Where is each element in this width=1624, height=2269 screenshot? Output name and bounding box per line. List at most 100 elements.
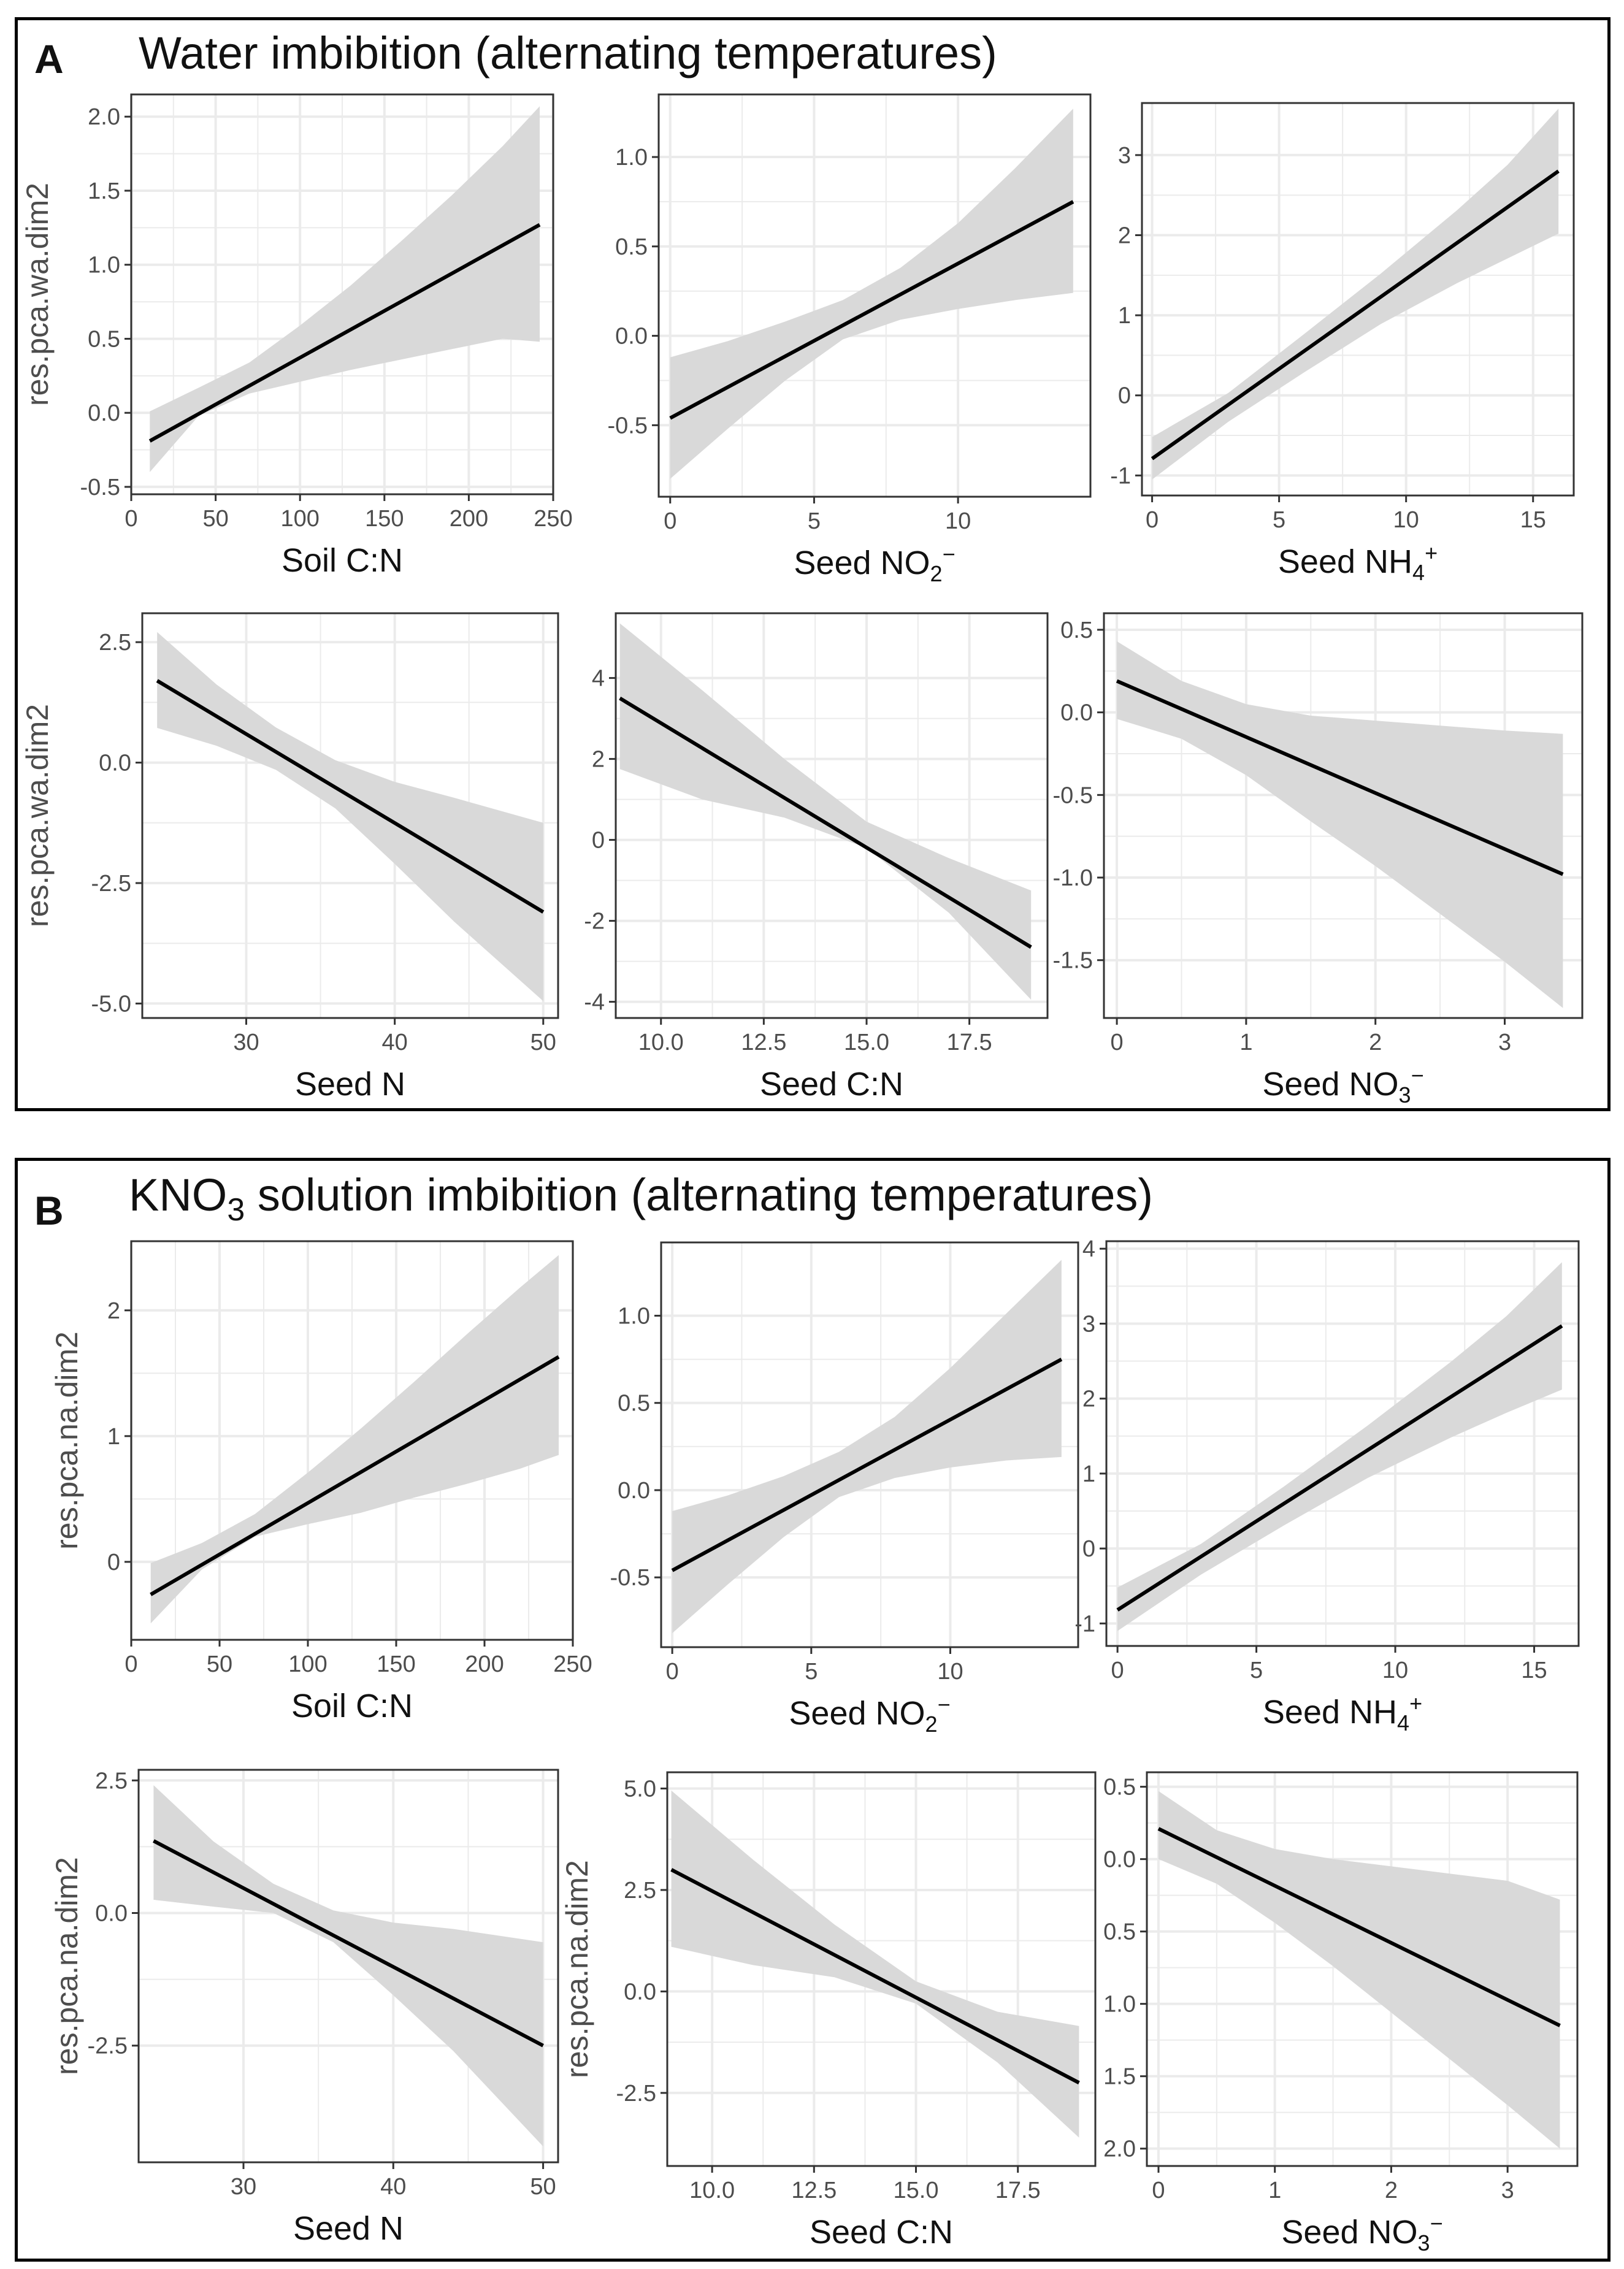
x-tick-label: 17.5 xyxy=(995,2178,1041,2203)
y-tick-label: 0.0 xyxy=(1060,700,1093,726)
confidence-band xyxy=(157,632,543,1001)
y-tick-label: 0 xyxy=(592,828,605,854)
x-tick-label: 0 xyxy=(1152,2178,1165,2203)
x-axis-title-main: Soil C:N xyxy=(282,542,403,579)
plot-frame xyxy=(657,93,1092,498)
x-tick-label: 40 xyxy=(380,2174,406,2200)
x-axis-title-charge: + xyxy=(1425,540,1438,565)
regression-line xyxy=(148,223,541,443)
x-axis-title: Seed C:N xyxy=(760,1066,903,1103)
plot-frame xyxy=(1103,612,1584,1019)
y-tick-label: 0.5 xyxy=(1103,1919,1136,1945)
panel-a-title-text: Water imbibition (alternating temperatur… xyxy=(139,28,997,78)
chart-b1: 0 50 100 150 200 250 0 1 2 Soil C:N res.pca.na.dim… xyxy=(50,1240,592,1724)
x-tick-label: 0 xyxy=(1111,1030,1124,1055)
x-axis-title-main: Seed NO xyxy=(789,1695,925,1732)
x-tick-label: 2 xyxy=(1385,2178,1398,2203)
x-axis-title: Seed NO3− xyxy=(1262,1063,1423,1108)
chart-a3: 0 5 10 15 -1 0 1 2 3 Seed NH4+ xyxy=(1110,102,1575,585)
y-tick-label: -0.5 xyxy=(608,413,648,438)
x-tick-label: 100 xyxy=(288,1651,327,1677)
y-tick-label: -2.5 xyxy=(88,2034,128,2059)
y-tick-label: -0.5 xyxy=(80,475,120,500)
regression-line xyxy=(1151,169,1560,461)
panel-a-title: Water imbibition (alternating temperatur… xyxy=(139,27,997,79)
x-tick-label: 50 xyxy=(530,1030,556,1055)
y-tick-label: 2 xyxy=(1118,223,1131,249)
confidence-band xyxy=(153,1785,543,2147)
chart-a2: 0 5 10 -0.5 0.0 0.5 1.0 Seed NO2− xyxy=(608,93,1092,586)
x-tick-label: 5 xyxy=(1250,1658,1263,1683)
x-axis-title-main: Soil C:N xyxy=(291,1688,413,1724)
x-tick-label: 200 xyxy=(450,506,488,532)
x-axis-title-subscript: 2 xyxy=(930,561,943,586)
x-axis-title-main: Seed C:N xyxy=(810,2214,953,2251)
x-tick-label: 15.0 xyxy=(844,1030,889,1055)
x-tick-label: 200 xyxy=(465,1651,504,1677)
chart-a1: 0 50 100 150 200 250 -0.5 0.0 0.5 1.0 1.5 2.0 Soil C… xyxy=(20,93,573,579)
regression-line xyxy=(156,679,545,914)
panel-b-letter: B xyxy=(34,1188,64,1233)
x-axis-title: Soil C:N xyxy=(282,542,403,579)
y-tick-label: 1 xyxy=(1118,303,1131,329)
y-tick-label: 1.0 xyxy=(618,1303,650,1329)
y-tick-label: 2 xyxy=(1082,1387,1095,1412)
y-tick-label: 2.0 xyxy=(88,104,120,130)
y-tick-label: 0.0 xyxy=(95,1901,128,1927)
y-tick-label: 0.5 xyxy=(88,326,120,352)
regression-line xyxy=(619,697,1032,949)
chart-a4: 30 40 50 -5.0 -2.5 0.0 2.5 Seed N res.pca.wa.dim… xyxy=(20,612,559,1103)
regression-line xyxy=(669,200,1074,420)
y-tick-label: 0.0 xyxy=(618,1478,650,1504)
y-tick-label: 2.5 xyxy=(624,1878,656,1904)
y-tick-label: -1 xyxy=(1110,463,1131,489)
y-tick-label: 2.5 xyxy=(95,1768,128,1794)
y-tick-label: 1 xyxy=(107,1424,120,1450)
y-tick-label: -1.0 xyxy=(1053,865,1093,891)
x-tick-label: 50 xyxy=(530,2174,556,2200)
x-axis-title-main: Seed NO xyxy=(794,545,930,581)
x-axis-title-subscript: 2 xyxy=(925,1712,938,1737)
x-tick-label: 15.0 xyxy=(894,2178,939,2203)
y-tick-label: 2.5 xyxy=(99,630,131,656)
regression-line xyxy=(670,1868,1080,2084)
x-axis-title-main: Seed N xyxy=(293,2210,404,2247)
x-tick-label: 0 xyxy=(124,506,137,532)
regression-line xyxy=(1157,1827,1561,2027)
y-axis-title: res.pca.wa.dim2 xyxy=(20,183,55,406)
x-tick-label: 10.0 xyxy=(638,1030,684,1055)
y-tick-label: 0.5 xyxy=(615,234,648,260)
y-tick-label: 1.0 xyxy=(88,253,120,278)
panel-a-letter: A xyxy=(34,36,64,82)
regression-line xyxy=(150,1355,560,1596)
x-axis-title-charge: − xyxy=(938,1692,951,1717)
y-tick-label: -2 xyxy=(584,909,605,935)
x-axis-title-main: Seed NO xyxy=(1281,2214,1417,2251)
y-tick-label: 0.5 xyxy=(1103,1775,1136,1800)
y-axis-title: res.pca.na.dim2 xyxy=(560,1860,594,2078)
plot-frame xyxy=(130,93,554,496)
x-tick-label: 50 xyxy=(202,506,228,532)
y-tick-label: 4 xyxy=(1082,1236,1095,1262)
y-tick-label: 0 xyxy=(1118,383,1131,409)
y-tick-label: 0.0 xyxy=(615,324,648,350)
y-tick-label: 1.5 xyxy=(1103,2064,1136,2090)
plot-frame xyxy=(615,612,1049,1019)
x-tick-label: 150 xyxy=(365,506,404,532)
x-axis-title-main: Seed NH xyxy=(1263,1694,1397,1731)
x-axis-title-main: Seed NO xyxy=(1262,1066,1398,1103)
x-tick-label: 10 xyxy=(1393,507,1419,533)
y-tick-label: 0.5 xyxy=(1060,618,1093,643)
x-tick-label: 1 xyxy=(1239,1030,1252,1055)
confidence-band xyxy=(150,106,540,472)
x-tick-label: 17.5 xyxy=(947,1030,992,1055)
x-tick-label: 30 xyxy=(233,1030,259,1055)
x-tick-label: 5 xyxy=(805,1659,818,1685)
x-axis-title: Seed NH4+ xyxy=(1278,540,1438,585)
y-tick-label: 1.5 xyxy=(88,178,120,204)
x-tick-label: 0 xyxy=(666,1659,679,1685)
x-axis-title-subscript: 3 xyxy=(1418,2230,1430,2256)
plot-frame xyxy=(1146,1771,1579,2167)
